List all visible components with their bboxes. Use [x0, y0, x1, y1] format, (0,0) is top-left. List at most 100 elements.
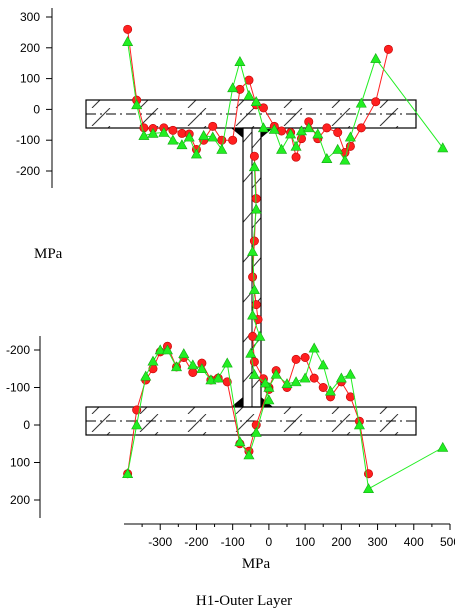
red-circle-bottom-point: [318, 382, 328, 392]
green-triangle-top-point: [158, 126, 170, 137]
y-axis-label: MPa: [34, 246, 63, 262]
top-y-tick-label: 300: [20, 10, 40, 24]
green-triangle-top-point: [312, 128, 324, 139]
green-triangle-bottom-point: [140, 370, 152, 381]
bottom-y-tick-label: 0: [23, 418, 30, 432]
green-triangle-top-point: [250, 96, 262, 106]
red-circle-bottom-point: [309, 373, 319, 383]
red-circle-top-point: [356, 123, 366, 133]
green-triangle-top-point: [339, 154, 351, 165]
green-triangle-bottom-point: [344, 368, 356, 379]
green-triangle-top-point: [190, 148, 202, 159]
green-triangle-top-point: [122, 36, 134, 46]
green-triangle-top-point: [207, 131, 219, 142]
x-tick-label: -100: [221, 535, 245, 549]
green-triangle-web-point: [250, 203, 262, 214]
green-triangle-bottom-point: [131, 419, 143, 430]
green-triangle-top-point: [234, 56, 246, 66]
x-tick-label: 200: [331, 535, 351, 549]
green-triangle-top-point: [276, 143, 288, 154]
green-triangle-bottom-point: [324, 385, 336, 396]
green-triangle-web-point: [254, 330, 266, 341]
green-triangle-top-point: [285, 128, 297, 139]
green-triangle-web-point: [248, 161, 260, 172]
green-triangle-bottom-point: [161, 344, 173, 355]
green-triangle-top-point: [257, 122, 269, 133]
bottom-y-axis: -200 -100 0 100 200: [6, 336, 41, 518]
green-triangle-top-point: [344, 131, 356, 142]
bottom-y-tick-label: -200: [6, 343, 30, 357]
x-tick-label: 0: [266, 535, 273, 549]
x-tick-label: 400: [404, 535, 424, 549]
bottom-y-tick-label: 200: [10, 493, 30, 507]
green-triangle-web-point: [247, 245, 259, 256]
green-triangle-bottom-point: [362, 483, 375, 494]
x-axis-label: MPa: [242, 556, 271, 572]
green-triangle-bottom-point: [243, 449, 255, 460]
green-triangle-top-point: [321, 153, 333, 163]
x-tick-label: 500: [440, 535, 455, 549]
green-triangle-bottom-point: [221, 357, 233, 368]
red-circle-web-point: [249, 151, 259, 161]
top-y-tick-label: -100: [16, 133, 40, 147]
green-triangle-bottom-point: [353, 419, 365, 430]
top-y-tick-label: -200: [16, 164, 40, 178]
green-triangle-top-point: [198, 129, 210, 140]
green-triangle-top-point: [176, 139, 188, 150]
green-triangle-top-point: [303, 122, 315, 133]
red-circle-bottom-point: [188, 367, 198, 377]
bottom-y-tick-label: -100: [6, 381, 30, 395]
green-triangle-web-point: [259, 377, 271, 388]
green-triangle-bottom-point: [147, 355, 159, 366]
green-triangle-top-point: [290, 140, 302, 151]
green-triangle-top-point: [227, 82, 239, 93]
green-triangle-bottom-point: [234, 436, 246, 447]
green-triangle-bottom-point: [196, 363, 208, 374]
green-triangle-bottom-point: [178, 348, 190, 359]
red-circle-top-point: [371, 97, 381, 107]
red-circle-web-point: [249, 236, 259, 246]
red-circle-top-point: [383, 44, 393, 54]
green-triangle-bottom-point: [317, 359, 329, 370]
green-triangle-top-point: [147, 127, 159, 138]
section-drawing: [85, 99, 417, 436]
red-circle-top-point: [333, 128, 343, 138]
top-y-tick-label: 200: [20, 41, 40, 55]
red-circle-top-point: [277, 126, 287, 136]
green-triangle-bottom-point: [335, 372, 347, 383]
red-circle-bottom-point: [148, 364, 158, 374]
green-triangle-web-point: [248, 284, 260, 295]
green-triangle-bottom-point: [187, 359, 199, 370]
red-circle-top-point: [123, 24, 133, 34]
green-triangle-bottom-point: [290, 376, 302, 387]
green-triangle-web-point: [263, 394, 275, 405]
x-tick-label: 100: [295, 535, 315, 549]
red-circle-top-point: [168, 125, 178, 135]
green-triangle-web-point: [245, 347, 257, 358]
x-tick-label: 300: [368, 535, 388, 549]
green-triangle-bottom-point: [250, 426, 262, 437]
top-y-tick-label: 0: [33, 102, 40, 116]
green-triangle-bottom-point: [154, 344, 166, 355]
green-triangle-web-point: [247, 309, 259, 320]
red-circle-bottom-point: [345, 392, 355, 402]
red-circle-top-point: [217, 135, 227, 145]
green-triangle-top-point: [295, 125, 307, 136]
green-triangle-bottom-point: [270, 368, 282, 379]
green-triangle-top-point: [183, 131, 195, 142]
green-triangle-top-point: [355, 97, 367, 108]
red-circle-top-point: [235, 84, 245, 94]
x-tick-label: -300: [148, 535, 172, 549]
red-circle-bottom-point: [291, 354, 301, 364]
red-circle-top-point: [208, 121, 218, 131]
green-triangle-web-point: [248, 368, 260, 379]
green-triangle-top-point: [370, 52, 382, 63]
green-triangle-top-point: [437, 142, 449, 153]
x-axis: -300 -200 -100 0 100 200 300 400 500: [124, 523, 455, 549]
red-circle-bottom-point: [300, 352, 310, 362]
bottom-y-tick-label: 100: [10, 456, 30, 470]
green-triangle-bottom-point: [122, 468, 134, 479]
top-y-axis: 300 200 100 0 -100 -200: [16, 8, 53, 188]
red-circle-top-point: [228, 135, 238, 145]
